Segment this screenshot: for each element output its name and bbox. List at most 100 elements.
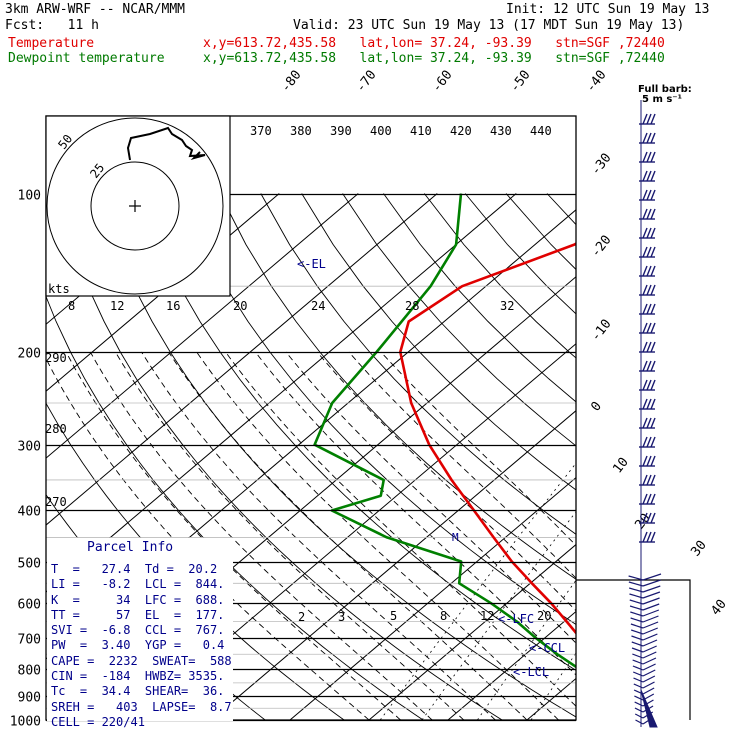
mixing-ratio-line xyxy=(580,352,740,720)
pressure-tick-label: 500 xyxy=(18,557,41,572)
valid-time: Valid: 23 UTC Sun 19 May 13 (17 MDT Sun … xyxy=(293,18,685,33)
isotherm-label: 10 xyxy=(610,455,631,477)
isotherm-line xyxy=(368,543,576,720)
wind-barb xyxy=(639,436,656,448)
pressure-tick-label: 200 xyxy=(18,347,41,362)
wind-barb xyxy=(631,639,658,647)
isotherm-label: -20 xyxy=(588,233,614,261)
wind-barb-surface xyxy=(640,689,658,728)
isotherm-label: -70 xyxy=(353,68,379,96)
isotherm-line xyxy=(46,193,517,593)
isotherm-label: 0 xyxy=(588,399,605,414)
theta-label: 370 xyxy=(250,124,272,138)
mixing-ratio-label: 3 xyxy=(338,610,345,624)
dewpoint-trace xyxy=(313,193,576,669)
parcel-info-row: K = 34 LFC = 688. xyxy=(51,592,225,607)
mixing-ratio-label: 2 xyxy=(298,610,305,624)
temperature-point-info: x,y=613.72,435.58 lat,lon= 37.24, -93.39… xyxy=(203,36,665,51)
level-label-lfc: <-LFC xyxy=(498,612,534,626)
parcel-info-row: PW = 3.40 YGP = 0.4 xyxy=(51,638,225,653)
moist-adiabat xyxy=(380,351,576,547)
mixing-ratio-label: 8 xyxy=(68,299,75,313)
wind-barb xyxy=(639,493,656,505)
wind-barb xyxy=(630,615,659,623)
isotherm-line xyxy=(606,194,740,721)
pressure-tick-label: 100 xyxy=(18,189,41,204)
wind-barb xyxy=(639,303,656,315)
wind-barb xyxy=(639,341,656,353)
wind-barb xyxy=(631,645,657,653)
full-barb-legend-unit: 5 m s⁻¹ xyxy=(642,94,682,105)
wind-barb xyxy=(631,633,658,641)
parcel-info-row: LI = -8.2 LCL = 844. xyxy=(51,577,225,592)
moist-adiabat xyxy=(46,357,370,720)
pressure-tick-label: 300 xyxy=(18,440,41,455)
pressure-tick-label: 700 xyxy=(18,633,41,648)
mixing-ratio-line xyxy=(643,352,740,720)
wind-barb xyxy=(639,379,656,391)
isotherm-label: -10 xyxy=(588,317,614,345)
parcel-info-title: Parcel Info xyxy=(87,540,174,555)
moist-adiabat xyxy=(65,351,401,720)
wind-barb xyxy=(639,189,656,201)
mixing-ratio-label: 5 xyxy=(390,609,397,623)
wind-barb xyxy=(632,651,657,659)
pressure-tick-label: 900 xyxy=(18,691,41,706)
wind-barb xyxy=(639,360,656,372)
wind-barb xyxy=(632,669,656,677)
hodograph-ring xyxy=(46,117,224,295)
mixing-ratio-label: 16 xyxy=(166,299,180,313)
isotherm-line xyxy=(210,410,576,720)
theta-label: 430 xyxy=(490,124,512,138)
dry-adiabat xyxy=(711,194,740,721)
mixing-ratio-line xyxy=(530,652,576,720)
theta-label: 410 xyxy=(410,124,432,138)
dry-adiabat xyxy=(423,193,576,359)
parcel-info-row: CAPE = 2232 SWEAT= 588 xyxy=(51,653,232,668)
wind-barb xyxy=(632,657,657,665)
isotherm-label: -60 xyxy=(429,68,455,96)
isotherm-line xyxy=(46,193,359,459)
mixing-ratio-label: 12 xyxy=(110,299,124,313)
barb-frame xyxy=(576,579,691,720)
wind-barb xyxy=(639,170,656,182)
wind-barb xyxy=(639,322,656,334)
parcel-info-row: T = 27.4 Td = 20.2 xyxy=(51,562,218,576)
theta-label: 270 xyxy=(45,495,67,509)
level-label-lcl: <-LCL xyxy=(513,665,549,679)
wind-barb xyxy=(629,591,661,599)
pressure-tick-label: 400 xyxy=(18,505,41,520)
temperature-legend-label: Temperature xyxy=(8,36,95,51)
hodograph-trace xyxy=(126,126,206,161)
pressure-tick-label: 600 xyxy=(18,598,41,613)
parcel-marker: M xyxy=(452,531,459,544)
temperature-trace xyxy=(399,242,576,635)
wind-barb xyxy=(639,151,656,163)
wind-barb xyxy=(639,398,656,410)
theta-label: 420 xyxy=(450,124,472,138)
theta-label: 290 xyxy=(45,351,67,365)
pressure-tick-label: 1000 xyxy=(10,715,41,730)
dry-adiabat xyxy=(588,194,740,721)
isotherm-line xyxy=(46,193,438,526)
isotherm-label: -80 xyxy=(278,68,304,96)
wind-barb xyxy=(633,681,655,689)
isotherm-line xyxy=(447,610,576,720)
wind-barb xyxy=(629,585,661,593)
wind-barb xyxy=(639,512,656,524)
forecast-hour: Fcst: 11 h xyxy=(5,18,99,33)
theta-label: 280 xyxy=(45,422,67,436)
level-label-el: <-EL xyxy=(297,257,326,271)
dewpoint-legend-label: Dewpoint temperature xyxy=(8,51,165,66)
wind-barb xyxy=(639,227,656,239)
mixing-ratio-line xyxy=(615,352,740,720)
wind-barb xyxy=(628,573,662,581)
plot-frame xyxy=(45,115,577,721)
wind-barb xyxy=(630,627,658,635)
parcel-info-row: CIN = -184 HWBZ= 3535. xyxy=(51,669,225,684)
wind-barb xyxy=(633,687,655,695)
wind-barb xyxy=(639,455,656,467)
parcel-info-panel: Parcel Info T = 27.4 Td = 20.2 LI = -8.2 … xyxy=(47,538,233,729)
parcel-info-row: CELL = 220/41 xyxy=(51,714,145,729)
